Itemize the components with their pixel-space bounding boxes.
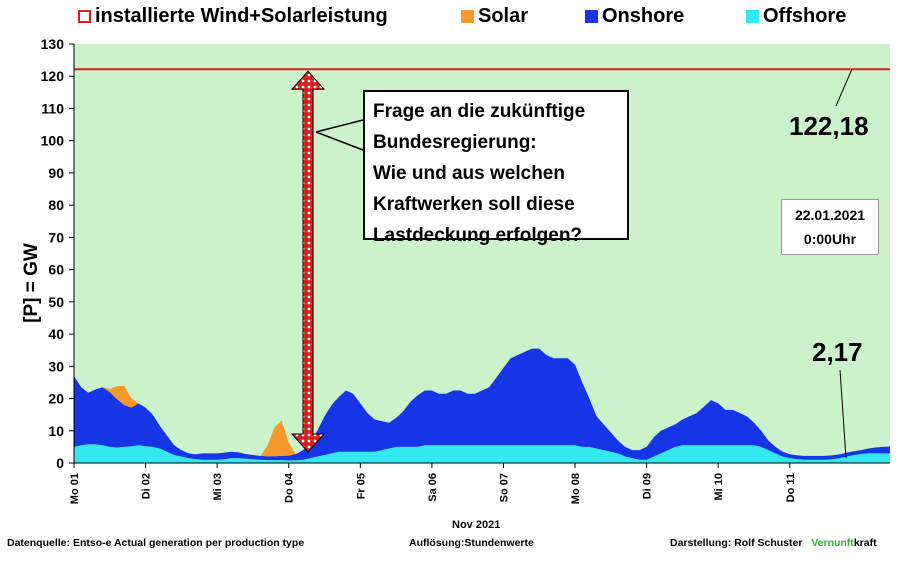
- double-arrow: [290, 70, 326, 453]
- x-tick-label: Mi 10: [713, 473, 725, 501]
- y-tick-label: 50: [48, 294, 64, 310]
- legend-installed: installierte Wind+Solarleistung: [78, 3, 388, 29]
- y-tick-label: 90: [48, 165, 64, 181]
- x-tick-label: Fr 05: [355, 473, 367, 499]
- legend-solar: Solar: [461, 3, 528, 29]
- x-tick-label: Di 09: [642, 473, 654, 499]
- date-box: 22.01.2021 0:00Uhr: [781, 199, 879, 255]
- x-tick-label: Do 04: [284, 472, 296, 503]
- brand-green: Vernunft: [811, 537, 854, 549]
- y-tick-label: 60: [48, 262, 64, 278]
- y-tick-label: 70: [48, 229, 64, 245]
- x-tick-label: Mo 08: [570, 473, 582, 504]
- y-tick-label: 130: [41, 36, 65, 52]
- y-tick-label: 20: [48, 391, 64, 407]
- pointer-upper: [315, 119, 364, 133]
- legend-onshore: Onshore: [585, 3, 684, 29]
- y-tick-label: 100: [41, 133, 65, 149]
- legend-installed-swatch: [78, 9, 91, 23]
- series-areas: [74, 348, 890, 463]
- brand-black: kraft: [853, 537, 877, 549]
- pointer-max: [835, 68, 853, 107]
- footer-author: Darstellung: Rolf Schuster Vernunftkraft: [670, 537, 877, 549]
- area-onshore: [74, 348, 890, 461]
- arrow-shape: [290, 70, 326, 453]
- footer-source-prefix: Datenquelle:: [7, 537, 71, 549]
- footer-resolution: Auflösung:Stundenwerte: [409, 537, 534, 549]
- area-offshore: [74, 444, 890, 463]
- x-tick-label: Mi 03: [212, 473, 224, 501]
- min-value-label: 2,17: [812, 337, 863, 367]
- y-tick-label: 110: [41, 100, 64, 116]
- pointer-min: [839, 369, 847, 459]
- legend-solar-label: Solar: [478, 4, 529, 27]
- x-tick-label: Mo 01: [69, 473, 81, 504]
- y-tick-label: 0: [56, 455, 64, 471]
- x-tick-label: Sa 06: [427, 473, 439, 502]
- legend-offshore-label: Offshore: [763, 4, 847, 27]
- area-solar: [74, 348, 890, 457]
- x-tick-label: So 07: [498, 473, 510, 502]
- footer-resolution-text: Stundenwerte: [464, 537, 534, 549]
- y-tick-label: 40: [48, 326, 64, 342]
- question-box: Frage an die zukünftige Bundesregierung:…: [363, 90, 629, 246]
- y-axis: 0 10 20 30 40 50 60 70 80 90 100 110 120 130: [41, 36, 75, 471]
- y-tick-label: 80: [48, 197, 64, 213]
- footer-author-text: Rolf Schuster: [734, 537, 803, 549]
- x-tick-label: Do 11: [785, 473, 797, 502]
- footer-source-text: Entso-e Actual generation per production…: [72, 537, 305, 549]
- annotation-pointers: [315, 68, 853, 459]
- pointer-lower: [315, 131, 364, 151]
- y-axis-label: [P] = GW: [20, 243, 42, 323]
- x-tick-label: Di 02: [141, 473, 153, 499]
- y-tick-label: 120: [41, 68, 65, 84]
- x-axis-title: Nov 2021: [452, 519, 501, 531]
- footer-source: Datenquelle: Entso-e Actual generation p…: [7, 537, 304, 549]
- legend-offshore: Offshore: [746, 3, 846, 29]
- footer-resolution-prefix: Auflösung:: [409, 537, 465, 549]
- max-value-label: 122,18: [789, 111, 869, 141]
- legend-offshore-swatch: [746, 9, 759, 23]
- legend-installed-label: installierte Wind+Solarleistung: [95, 4, 388, 27]
- footer-author-prefix: Darstellung:: [670, 537, 732, 549]
- legend-onshore-label: Onshore: [602, 4, 685, 27]
- legend-solar-swatch: [461, 9, 474, 23]
- y-tick-label: 10: [48, 423, 64, 439]
- x-axis: Mo 01 Di 02 Mi 03 Do 04 Fr 05 Sa 06 So 07 Mo 08…: [69, 462, 890, 504]
- y-tick-label: 30: [48, 358, 64, 374]
- legend-onshore-swatch: [585, 9, 598, 23]
